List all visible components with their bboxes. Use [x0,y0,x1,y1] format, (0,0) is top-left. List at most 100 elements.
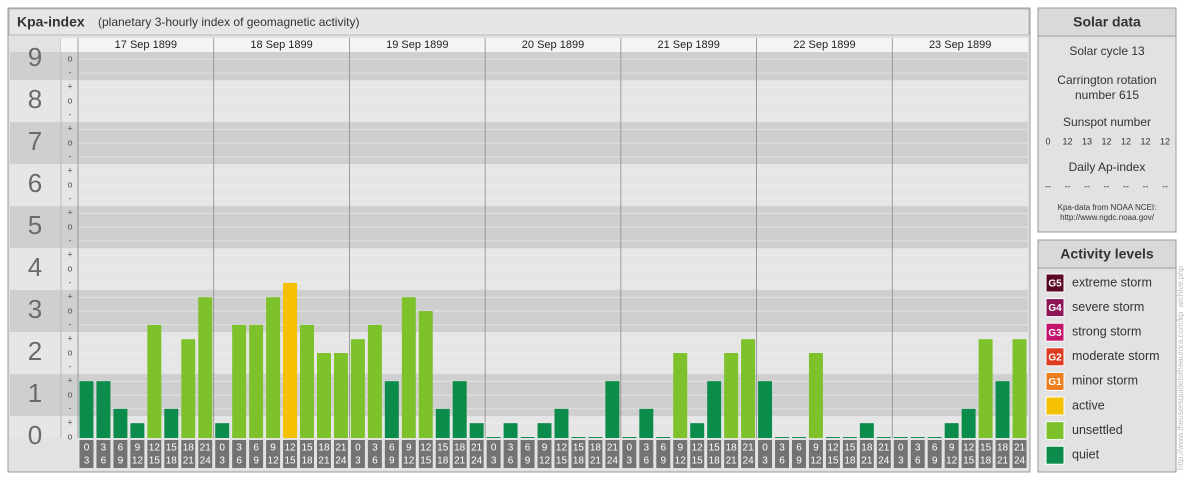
hour-start: 15 [437,443,449,454]
subtitle: (planetary 3-hourly index of geomagnetic… [98,15,359,29]
bar [825,437,840,438]
hour-cell [333,440,348,468]
level-swatch [1045,347,1065,367]
minor-tick-label: o [67,54,72,64]
hour-cell [876,440,891,468]
bar [350,339,365,438]
bar [232,324,247,438]
minor-tick-label: o [67,431,72,441]
bar [317,353,331,438]
bar [486,437,501,438]
hour-cell [401,440,416,468]
side-link: http://www.theusersguidetotheaurora.com/… [1176,265,1184,470]
hour-end: 18 [301,456,313,467]
hour-end: 15 [284,456,296,467]
minor-tick-label: + [67,292,72,302]
hour-cell [707,440,722,468]
hour-cell [825,440,840,468]
bar [554,408,569,438]
day-label: 22 Sep 1899 [793,39,855,51]
hour-end: 15 [149,456,161,467]
level-code: G4 [1048,303,1062,314]
hour-start: 15 [166,443,178,454]
y-tick-label: 1 [28,378,42,408]
bar [707,381,722,438]
hour-start: 21 [1014,443,1026,454]
hour-end: 18 [573,456,585,467]
bar [876,437,891,438]
minor-tick-label: o [67,305,72,315]
bar [181,339,196,438]
hour-start: 0 [355,443,361,454]
hour-end: 6 [101,456,107,467]
hour-cell [317,440,331,468]
bar [79,381,94,438]
hour-end: 3 [219,456,225,467]
hour-end: 15 [692,456,704,467]
level-swatch [1045,273,1065,293]
solar-cycle: Solar cycle 13 [1069,44,1145,58]
hour-cell [249,440,264,468]
sunspot-value: 12 [1101,136,1111,146]
hour-cell [181,440,196,468]
minor-tick-label: - [69,193,72,203]
level-label: moderate storm [1072,349,1160,363]
hour-start: 9 [270,443,276,454]
hour-cell [808,440,823,468]
bar [96,381,111,438]
sunspot-value: 12 [1160,136,1170,146]
bar [401,297,416,438]
minor-tick-label: + [67,166,72,176]
bar [673,353,688,438]
hour-end: 15 [827,456,839,467]
hour-cell [927,440,942,468]
hour-start: 12 [284,443,296,454]
hour-start: 0 [491,443,497,454]
hour-cell [978,440,993,468]
bar [859,423,874,438]
bar [266,297,281,438]
hour-end: 6 [236,456,242,467]
hour-end: 15 [556,456,568,467]
hour-end: 6 [779,456,785,467]
bar [418,311,433,438]
hour-end: 9 [660,456,666,467]
hour-start: 9 [677,443,683,454]
bar [775,437,789,438]
bar [927,437,942,438]
ap-value: -- [1162,181,1168,191]
hour-end: 24 [200,456,212,467]
bar [452,381,467,438]
hour-end: 3 [627,456,633,467]
hour-cell [537,440,552,468]
bar [961,408,976,438]
hour-end: 3 [898,456,904,467]
bar [842,437,857,438]
sunspot-value: 13 [1082,136,1092,146]
hour-end: 24 [471,456,483,467]
bar [333,353,348,438]
hour-cell [520,440,535,468]
hour-cell [300,440,314,468]
hour-end: 9 [389,456,395,467]
bar [198,297,213,438]
bar [724,353,739,438]
ap-value: -- [1065,181,1071,191]
minor-tick-label: - [69,235,72,245]
level-code: G1 [1048,377,1062,388]
hour-cell [859,440,874,468]
hour-end: 12 [810,456,822,467]
day-label: 20 Sep 1899 [522,39,584,51]
hour-cell [995,440,1010,468]
hour-end: 12 [946,456,958,467]
hour-cell [622,440,637,468]
level-code: G3 [1048,328,1062,339]
minor-tick-label: + [67,208,72,218]
hour-start: 9 [813,443,819,454]
y-tick-label: 5 [28,210,42,240]
source: http://www.ngdc.noaa.gov/ [1060,213,1155,222]
hour-end: 21 [861,456,873,467]
hour-end: 18 [844,456,856,467]
hour-end: 6 [915,456,921,467]
hour-start: 15 [980,443,992,454]
